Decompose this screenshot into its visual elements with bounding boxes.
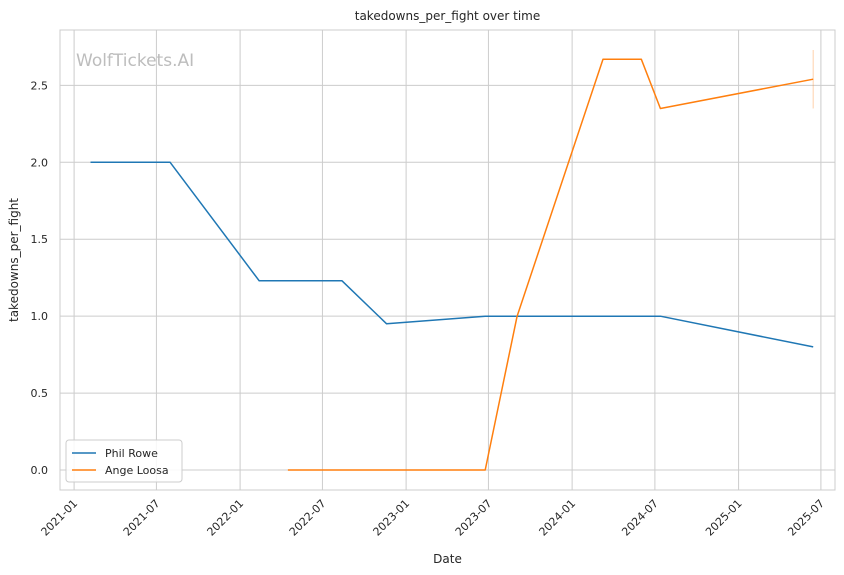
grid-lines <box>60 30 835 490</box>
legend-box <box>65 439 183 483</box>
watermark-text: WolfTickets.AI <box>76 51 194 71</box>
x-axis-label: Date <box>433 552 462 566</box>
plot-frame <box>59 29 836 491</box>
x-tick-label: 2021-07 <box>121 497 163 539</box>
x-tick-label: 2022-07 <box>287 497 329 539</box>
series-lines <box>90 50 814 471</box>
x-tick-label: 2025-07 <box>785 497 827 539</box>
x-tick-label: 2025-01 <box>703 497 745 539</box>
x-tick-label: 2024-01 <box>537 497 579 539</box>
y-tick-label: 2.5 <box>31 79 49 92</box>
chart-title: takedowns_per_fight over time <box>355 9 541 23</box>
legend: Phil Rowe Ange Loosa <box>65 439 183 483</box>
x-tick-label: 2023-07 <box>453 497 495 539</box>
x-tick-label: 2024-07 <box>619 497 661 539</box>
legend-label: Ange Loosa <box>105 464 169 477</box>
x-tick-label: 2021-01 <box>39 497 81 539</box>
x-tick-label: 2022-01 <box>205 497 247 539</box>
y-tick-label: 1.5 <box>31 233 49 246</box>
y-tick-label: 0.0 <box>31 464 49 477</box>
series-line <box>287 58 814 471</box>
legend-label: Phil Rowe <box>105 447 158 460</box>
y-axis-label: takedowns_per_fight <box>7 198 21 322</box>
y-tick-label: 0.5 <box>31 387 49 400</box>
series-line <box>90 161 814 348</box>
x-tick-label: 2023-01 <box>371 497 413 539</box>
y-tick-label: 1.0 <box>31 310 49 323</box>
y-tick-label: 2.0 <box>31 156 49 169</box>
